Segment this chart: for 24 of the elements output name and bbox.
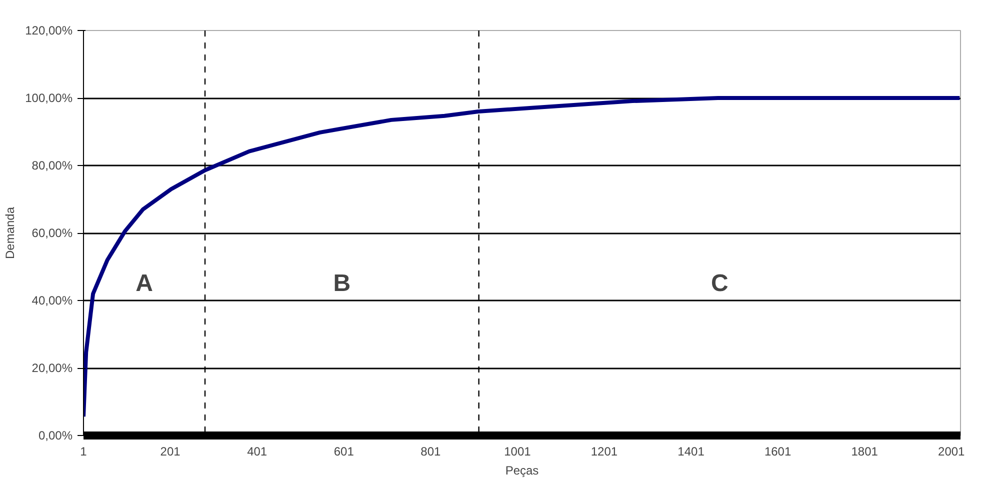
y-axis-title: Demanda — [3, 206, 18, 260]
y-tick-label: 100,00% — [25, 91, 73, 105]
y-tick-label: 40,00% — [32, 294, 73, 308]
y-tick-label: 120,00% — [25, 24, 73, 38]
y-tick-label: 80,00% — [32, 158, 73, 172]
annotation: A — [136, 270, 153, 298]
x-tick-label: 1401 — [678, 444, 705, 458]
x-tick-label: 2001 — [938, 444, 966, 458]
y-tick-label: 20,00% — [32, 361, 73, 375]
annotation: C — [710, 270, 728, 298]
x-tick-label: 1001 — [504, 444, 532, 458]
x-tick-label: 801 — [420, 444, 441, 458]
x-tick-label: 1201 — [590, 444, 618, 458]
x-axis-title: Peças — [505, 464, 539, 478]
line-series — [84, 96, 960, 419]
x-tick-label: 1801 — [851, 444, 878, 458]
x-tick-label: 201 — [160, 444, 181, 458]
x-tick-label: 1 — [80, 444, 88, 458]
x-tick-label: 401 — [247, 444, 268, 458]
y-tick-label: 0,00% — [38, 428, 73, 442]
y-tick-label: 60,00% — [32, 226, 73, 240]
annotation: B — [333, 270, 351, 298]
x-tick-label: 601 — [334, 444, 354, 458]
x-tick-label: 1601 — [764, 444, 792, 458]
